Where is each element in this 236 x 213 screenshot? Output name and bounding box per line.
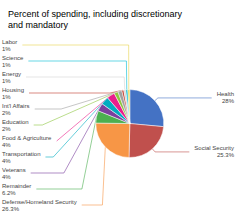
svg-text:Veterans: Veterans [2,167,26,173]
svg-text:Remainder: Remainder [2,183,31,189]
svg-text:1%: 1% [2,46,11,52]
svg-text:Int'l Affairs: Int'l Affairs [2,103,29,109]
svg-text:Labor: Labor [2,39,17,45]
svg-text:4%: 4% [2,142,11,148]
svg-text:1%: 1% [2,94,11,100]
svg-text:2%: 2% [2,126,11,132]
svg-text:Science: Science [2,55,24,61]
svg-text:28%: 28% [222,98,235,104]
svg-text:4%: 4% [2,174,11,180]
svg-text:1%: 1% [2,62,11,68]
svg-text:Transportation: Transportation [2,151,40,157]
svg-text:Defense/Homeland Security: Defense/Homeland Security [2,199,77,205]
svg-text:Energy: Energy [2,71,21,77]
svg-text:4%: 4% [2,158,11,164]
svg-text:1%: 1% [2,78,11,84]
svg-text:Percent of spending, including: Percent of spending, including discretio… [8,9,183,19]
svg-text:and mandatory: and mandatory [8,20,69,30]
svg-text:Education: Education [2,119,29,125]
svg-text:25.3%: 25.3% [217,152,235,158]
svg-text:Social Security: Social Security [194,145,234,151]
svg-text:26.3%: 26.3% [2,206,20,212]
svg-text:2%: 2% [2,110,11,116]
svg-text:Housing: Housing [2,87,24,93]
svg-text:Food & Agriculture: Food & Agriculture [2,135,52,141]
svg-text:Health: Health [217,91,234,97]
svg-text:6.2%: 6.2% [2,190,16,196]
